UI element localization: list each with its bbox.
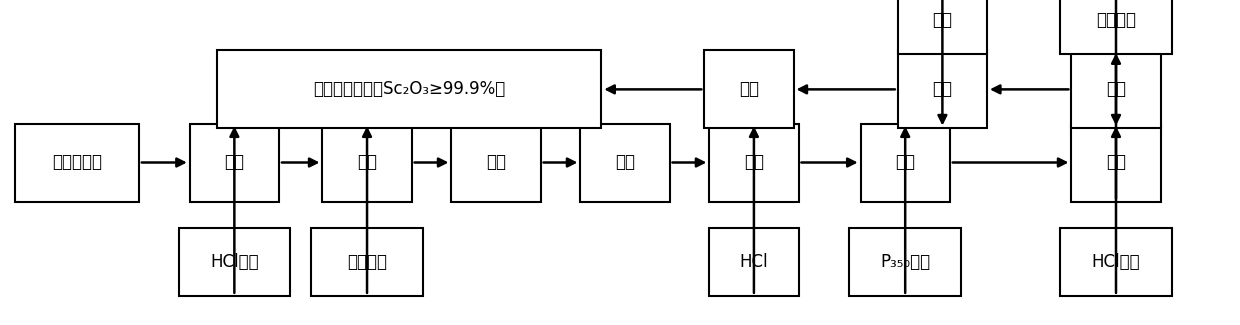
Text: 反萃: 反萃 <box>1106 80 1126 98</box>
Text: 萃取: 萃取 <box>895 153 915 172</box>
Text: 草酸: 草酸 <box>932 10 952 29</box>
Text: 沉淀: 沉淀 <box>357 153 377 172</box>
Text: HCl: HCl <box>739 253 769 271</box>
FancyBboxPatch shape <box>322 124 412 202</box>
Text: P₃₅₀体系: P₃₅₀体系 <box>880 253 930 271</box>
FancyBboxPatch shape <box>1060 0 1172 54</box>
FancyBboxPatch shape <box>861 124 950 202</box>
FancyBboxPatch shape <box>1071 124 1161 202</box>
FancyBboxPatch shape <box>179 227 290 296</box>
Text: HCl溶液: HCl溶液 <box>210 253 259 271</box>
Text: 煅烧: 煅烧 <box>615 153 635 172</box>
Text: 氨水溶液: 氨水溶液 <box>1096 10 1136 29</box>
FancyBboxPatch shape <box>849 227 961 296</box>
Text: 酸洗: 酸洗 <box>1106 153 1126 172</box>
FancyBboxPatch shape <box>15 124 139 202</box>
FancyBboxPatch shape <box>898 50 987 128</box>
Text: 浸出: 浸出 <box>224 153 244 172</box>
FancyBboxPatch shape <box>898 0 987 54</box>
FancyBboxPatch shape <box>1060 227 1172 296</box>
Text: 过滤: 过滤 <box>486 153 506 172</box>
Text: 氧化钪粗品: 氧化钪粗品 <box>52 153 102 172</box>
FancyBboxPatch shape <box>709 227 799 296</box>
FancyBboxPatch shape <box>709 124 799 202</box>
Text: 溶解: 溶解 <box>744 153 764 172</box>
Text: 草酸溶液: 草酸溶液 <box>347 253 387 271</box>
FancyBboxPatch shape <box>217 50 601 128</box>
Text: 沉淀: 沉淀 <box>932 80 952 98</box>
FancyBboxPatch shape <box>704 50 794 128</box>
FancyBboxPatch shape <box>451 124 541 202</box>
Text: HCl溶液: HCl溶液 <box>1091 253 1141 271</box>
FancyBboxPatch shape <box>580 124 670 202</box>
FancyBboxPatch shape <box>1071 50 1161 128</box>
FancyBboxPatch shape <box>311 227 423 296</box>
Text: 煅烧: 煅烧 <box>739 80 759 98</box>
FancyBboxPatch shape <box>190 124 279 202</box>
Text: 高纯度氧化钪（Sc₂O₃≥99.9%）: 高纯度氧化钪（Sc₂O₃≥99.9%） <box>312 80 506 98</box>
